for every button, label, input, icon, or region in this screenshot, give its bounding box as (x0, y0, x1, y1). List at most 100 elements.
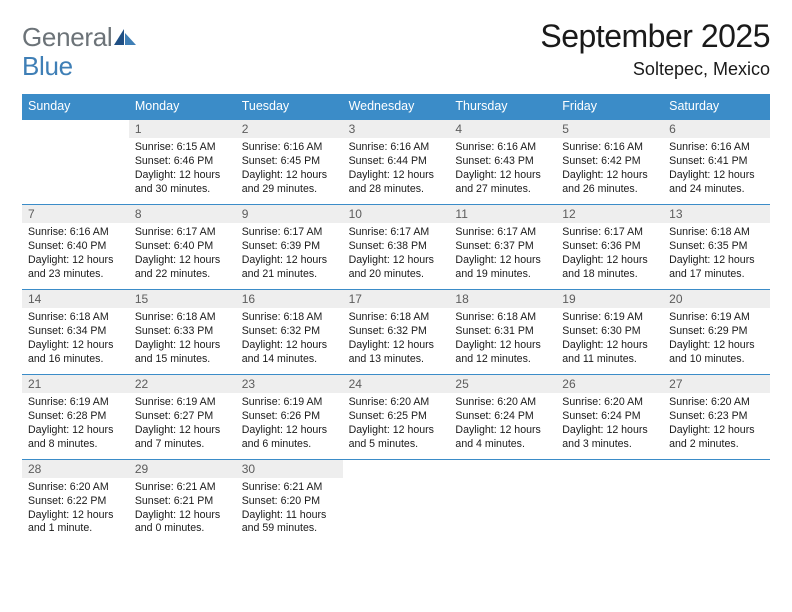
day-number: 1 (135, 122, 230, 136)
sunrise-line: Sunrise: 6:18 AM (669, 226, 764, 240)
day-details: Sunrise: 6:15 AMSunset: 6:46 PMDaylight:… (135, 138, 230, 197)
logo-word-general: General (22, 22, 112, 52)
sunset-line: Sunset: 6:42 PM (562, 155, 657, 169)
day-number: 23 (242, 377, 337, 391)
calendar-day: 7Sunrise: 6:16 AMSunset: 6:40 PMDaylight… (22, 205, 129, 289)
calendar-day: 18 Sunrise: 6:18 AMSunset: 6:31 PMDayligh… (449, 290, 556, 374)
day-number: 21 (28, 377, 123, 391)
sunrise-line: Sunrise: 6:20 AM (455, 396, 550, 410)
calendar-day: 8Sunrise: 6:17 AMSunset: 6:40 PMDaylight… (129, 205, 236, 289)
calendar-day: 25 Sunrise: 6:20 AMSunset: 6:24 PMDayligh… (449, 375, 556, 459)
calendar-week: 21Sunrise: 6:19 AMSunset: 6:28 PMDayligh… (22, 374, 770, 459)
daylight-line: Daylight: 12 hours and 0 minutes. (135, 509, 230, 537)
calendar-day: 30Sunrise: 6:21 AMSunset: 6:20 PMDayligh… (236, 460, 343, 544)
dow-wednesday: Wednesday (343, 94, 450, 119)
month-title: September 2025 (540, 18, 770, 55)
sunrise-line: Sunrise: 6:20 AM (28, 481, 123, 495)
day-details: Sunrise: 6:19 AMSunset: 6:27 PMDaylight:… (135, 393, 230, 452)
daylight-line: Daylight: 12 hours and 27 minutes. (455, 169, 550, 197)
daylight-line: Daylight: 12 hours and 22 minutes. (135, 254, 230, 282)
sunset-line: Sunset: 6:25 PM (349, 410, 444, 424)
daylight-line: Daylight: 12 hours and 4 minutes. (455, 424, 550, 452)
day-details: Sunrise: 6:18 AMSunset: 6:33 PMDaylight:… (135, 308, 230, 367)
day-number-band: 24 (343, 375, 450, 393)
daylight-line: Daylight: 12 hours and 21 minutes. (242, 254, 337, 282)
calendar-day (449, 460, 556, 544)
day-number-band: 10 (343, 205, 450, 223)
calendar-day: 4 Sunrise: 6:16 AMSunset: 6:43 PMDaylight… (449, 120, 556, 204)
day-number-band: 5 (556, 120, 663, 138)
sunrise-line: Sunrise: 6:17 AM (135, 226, 230, 240)
sunrise-line: Sunrise: 6:20 AM (562, 396, 657, 410)
day-number: 10 (349, 207, 444, 221)
sunset-line: Sunset: 6:31 PM (455, 325, 550, 339)
day-number-band: 1 (129, 120, 236, 138)
day-number: 14 (28, 292, 123, 306)
day-number-band: 22 (129, 375, 236, 393)
day-number-band: 30 (236, 460, 343, 478)
day-number: 4 (455, 122, 550, 136)
daylight-line: Daylight: 12 hours and 1 minute. (28, 509, 123, 537)
day-details: Sunrise: 6:16 AMSunset: 6:40 PMDaylight:… (28, 223, 123, 282)
day-details: Sunrise: 6:20 AMSunset: 6:22 PMDaylight:… (28, 478, 123, 537)
day-details: Sunrise: 6:16 AMSunset: 6:43 PMDaylight:… (455, 138, 550, 197)
logo-word-blue: Blue (22, 51, 73, 81)
daylight-line: Daylight: 12 hours and 12 minutes. (455, 339, 550, 367)
sunset-line: Sunset: 6:34 PM (28, 325, 123, 339)
sunset-line: Sunset: 6:41 PM (669, 155, 764, 169)
day-number: 12 (562, 207, 657, 221)
day-number-band: 7 (22, 205, 129, 223)
dow-friday: Friday (556, 94, 663, 119)
calendar-day (556, 460, 663, 544)
calendar-day: 19Sunrise: 6:19 AMSunset: 6:30 PMDayligh… (556, 290, 663, 374)
calendar-day: 3Sunrise: 6:16 AMSunset: 6:44 PMDaylight… (343, 120, 450, 204)
day-details: Sunrise: 6:16 AMSunset: 6:42 PMDaylight:… (562, 138, 657, 197)
sunset-line: Sunset: 6:23 PM (669, 410, 764, 424)
day-number: 19 (562, 292, 657, 306)
calendar-day: 29Sunrise: 6:21 AMSunset: 6:21 PMDayligh… (129, 460, 236, 544)
calendar-week: 7Sunrise: 6:16 AMSunset: 6:40 PMDaylight… (22, 204, 770, 289)
day-details: Sunrise: 6:20 AMSunset: 6:23 PMDaylight:… (669, 393, 764, 452)
day-number: 2 (242, 122, 337, 136)
calendar-day: 26Sunrise: 6:20 AMSunset: 6:24 PMDayligh… (556, 375, 663, 459)
sunrise-line: Sunrise: 6:19 AM (669, 311, 764, 325)
day-details: Sunrise: 6:20 AMSunset: 6:24 PMDaylight:… (455, 393, 550, 452)
day-number: 9 (242, 207, 337, 221)
sunset-line: Sunset: 6:29 PM (669, 325, 764, 339)
daylight-line: Daylight: 12 hours and 7 minutes. (135, 424, 230, 452)
day-number: 25 (455, 377, 550, 391)
day-details: Sunrise: 6:20 AMSunset: 6:24 PMDaylight:… (562, 393, 657, 452)
daylight-line: Daylight: 12 hours and 6 minutes. (242, 424, 337, 452)
sunrise-line: Sunrise: 6:17 AM (455, 226, 550, 240)
day-details: Sunrise: 6:19 AMSunset: 6:26 PMDaylight:… (242, 393, 337, 452)
daylight-line: Daylight: 12 hours and 16 minutes. (28, 339, 123, 367)
day-number-band: 9 (236, 205, 343, 223)
daylight-line: Daylight: 12 hours and 24 minutes. (669, 169, 764, 197)
daylight-line: Daylight: 12 hours and 20 minutes. (349, 254, 444, 282)
sunrise-line: Sunrise: 6:18 AM (455, 311, 550, 325)
sunrise-line: Sunrise: 6:20 AM (669, 396, 764, 410)
calendar-day: 21Sunrise: 6:19 AMSunset: 6:28 PMDayligh… (22, 375, 129, 459)
day-number: 24 (349, 377, 444, 391)
day-details: Sunrise: 6:18 AMSunset: 6:31 PMDaylight:… (455, 308, 550, 367)
sunset-line: Sunset: 6:22 PM (28, 495, 123, 509)
calendar-week: 1 Sunrise: 6:15 AMSunset: 6:46 PMDaylight… (22, 119, 770, 204)
sunrise-line: Sunrise: 6:18 AM (28, 311, 123, 325)
sunrise-line: Sunrise: 6:19 AM (562, 311, 657, 325)
day-details: Sunrise: 6:17 AMSunset: 6:37 PMDaylight:… (455, 223, 550, 282)
day-details: Sunrise: 6:16 AMSunset: 6:45 PMDaylight:… (242, 138, 337, 197)
calendar-day: 10Sunrise: 6:17 AMSunset: 6:38 PMDayligh… (343, 205, 450, 289)
daylight-line: Daylight: 12 hours and 15 minutes. (135, 339, 230, 367)
dow-thursday: Thursday (449, 94, 556, 119)
day-number: 27 (669, 377, 764, 391)
day-number-band: 16 (236, 290, 343, 308)
sunrise-line: Sunrise: 6:21 AM (242, 481, 337, 495)
day-number: 18 (455, 292, 550, 306)
calendar-day: 6Sunrise: 6:16 AMSunset: 6:41 PMDaylight… (663, 120, 770, 204)
sunset-line: Sunset: 6:46 PM (135, 155, 230, 169)
day-number: 28 (28, 462, 123, 476)
sunrise-line: Sunrise: 6:17 AM (242, 226, 337, 240)
daylight-line: Daylight: 12 hours and 30 minutes. (135, 169, 230, 197)
sunrise-line: Sunrise: 6:18 AM (135, 311, 230, 325)
calendar-day: 2 Sunrise: 6:16 AMSunset: 6:45 PMDaylight… (236, 120, 343, 204)
